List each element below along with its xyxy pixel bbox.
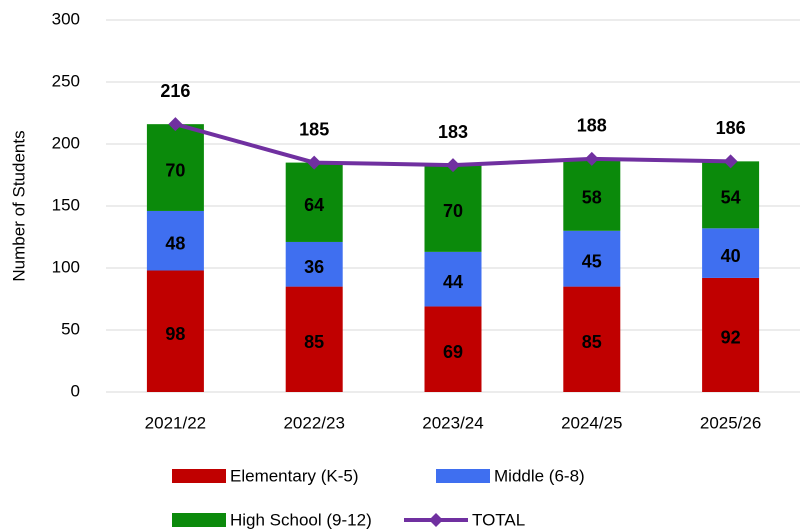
y-tick-label: 200: [52, 133, 80, 152]
data-label: 70: [165, 160, 185, 180]
y-tick-label: 300: [52, 9, 80, 28]
x-tick-label: 2021/22: [145, 413, 206, 432]
data-label: 45: [582, 251, 602, 271]
data-label: 85: [304, 332, 324, 352]
data-label: 54: [721, 188, 741, 208]
bar-segment: [146, 210, 204, 271]
bar-segment: [285, 241, 343, 287]
y-tick-label: 0: [71, 381, 80, 400]
x-tick-label: 2023/24: [422, 413, 483, 432]
y-tick-label: 100: [52, 257, 80, 276]
bar-segment: [146, 124, 204, 211]
data-label: 40: [721, 246, 741, 266]
bar-segment: [285, 162, 343, 242]
bar-segment: [563, 286, 621, 392]
y-tick-label: 250: [52, 71, 80, 90]
line-marker: [723, 154, 738, 169]
legend-label: Middle (6-8): [494, 466, 585, 485]
legend-label: High School (9-12): [230, 510, 372, 529]
x-tick-label: 2022/23: [283, 413, 344, 432]
data-label: 58: [582, 188, 602, 208]
y-tick-label: 50: [61, 319, 80, 338]
total-label: 185: [299, 119, 329, 139]
legend-swatch: [436, 469, 490, 483]
total-label: 186: [716, 118, 746, 138]
data-label: 69: [443, 342, 463, 362]
data-label: 92: [721, 328, 741, 348]
legend-swatch: [172, 469, 226, 483]
bar-segment: [424, 306, 482, 392]
legend-swatch: [172, 513, 226, 527]
data-label: 85: [582, 332, 602, 352]
data-label: 48: [165, 233, 185, 253]
total-label: 216: [160, 81, 190, 101]
bar-segment: [424, 251, 482, 307]
legend-label: Elementary (K-5): [230, 466, 358, 485]
y-axis-label: Number of Students: [9, 130, 28, 281]
bar-segment: [702, 228, 760, 278]
bar-segment: [563, 158, 621, 231]
legend-swatch: [429, 513, 443, 527]
data-label: 70: [443, 201, 463, 221]
bar-segment: [424, 165, 482, 252]
x-tick-label: 2025/26: [700, 413, 761, 432]
data-label: 64: [304, 195, 324, 215]
line-marker: [168, 117, 183, 132]
data-label: 36: [304, 257, 324, 277]
y-tick-label: 150: [52, 195, 80, 214]
total-label: 188: [577, 116, 607, 136]
data-label: 98: [165, 324, 185, 344]
legend-label: TOTAL: [472, 510, 525, 529]
bar-segment: [702, 277, 760, 392]
total-label: 183: [438, 122, 468, 142]
x-tick-label: 2024/25: [561, 413, 622, 432]
line-marker: [446, 158, 460, 173]
line-marker: [584, 151, 599, 166]
bar-segment: [563, 230, 621, 287]
line-marker: [307, 155, 322, 170]
data-label: 44: [443, 272, 463, 292]
bar-segment: [702, 161, 760, 229]
bar-segment: [285, 286, 343, 392]
bar-segment: [146, 270, 204, 392]
